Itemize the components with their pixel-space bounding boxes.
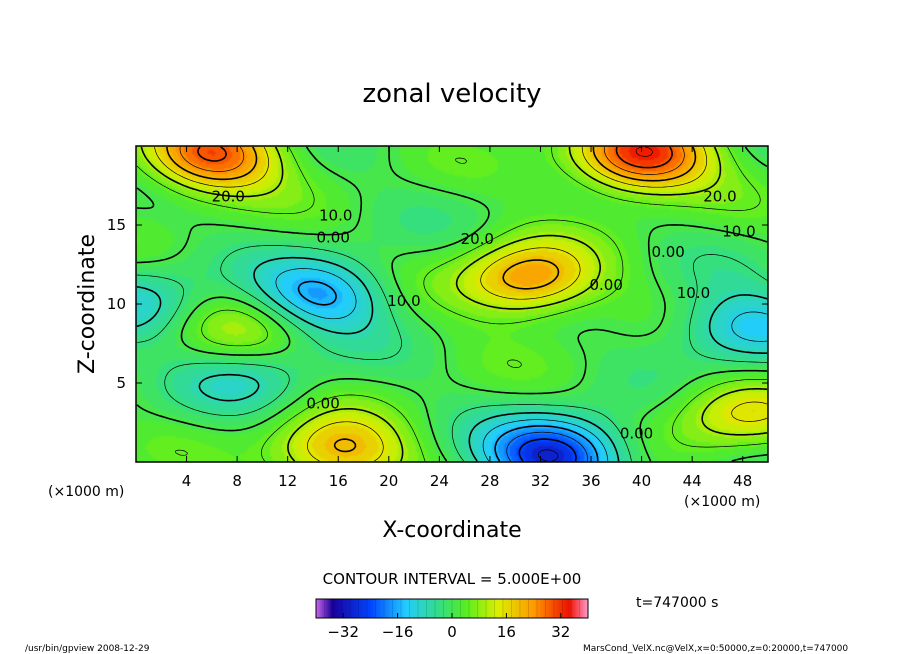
contour-label: 0.00 — [620, 425, 653, 443]
contour-label: 0.00 — [651, 243, 684, 261]
contour-line — [136, 245, 768, 462]
x-tick-label: 32 — [531, 472, 550, 490]
contour-label: 10.0 — [319, 207, 352, 225]
y-tick-label: 15 — [107, 216, 126, 234]
contour-line — [136, 256, 768, 462]
colorbar-tick-label: 0 — [447, 623, 457, 641]
chart-title: zonal velocity — [362, 79, 541, 109]
contour-line — [154, 146, 768, 462]
y-axis-label: Z-coordinate — [75, 234, 100, 374]
x-tick-label: 20 — [379, 472, 398, 490]
colorbar-tick-label: −32 — [327, 623, 359, 641]
colorbar-ticks: −32 −16 0 16 32 — [327, 613, 570, 641]
contour-line — [166, 146, 697, 453]
x-unit-left: (×1000 m) — [48, 484, 124, 500]
colorbar-tick-label: −16 — [382, 623, 414, 641]
time-label: t=747000 s — [636, 595, 718, 611]
x-tick-label: 24 — [430, 472, 449, 490]
x-tick-label: 36 — [581, 472, 600, 490]
x-unit-right: (×1000 m) — [684, 494, 760, 510]
contour-line — [275, 268, 768, 462]
contour-label: 20.0 — [703, 188, 736, 206]
contour-label: 20.0 — [461, 230, 494, 248]
velocity-field — [136, 146, 768, 462]
contour-label: 10.0 — [387, 292, 420, 310]
colorbar-tick-label: 16 — [497, 623, 516, 641]
footer-left: /usr/bin/gpview 2008-12-29 — [25, 644, 150, 654]
contour-line — [297, 280, 599, 462]
contour-lines — [136, 146, 768, 462]
colorbar: −32 −16 0 16 32 — [315, 598, 589, 641]
x-tick-label: 44 — [683, 472, 702, 490]
contour-line — [136, 146, 768, 462]
x-axis: 4 8 12 16 20 24 28 32 36 40 44 48 — [182, 146, 752, 490]
x-tick-label: 16 — [329, 472, 348, 490]
y-axis: 5 10 15 — [107, 216, 768, 392]
plot-area: 20.0 10.0 0.00 20.0 10.0 0.00 0.00 0.00 20.0 10.0… — [135, 145, 769, 463]
x-tick-label: 40 — [632, 472, 651, 490]
x-tick-label: 8 — [232, 472, 242, 490]
contour-labels: 20.0 10.0 0.00 20.0 10.0 0.00 0.00 0.00 20.0 10.0… — [212, 188, 756, 443]
contour-line — [136, 146, 768, 462]
contour-line — [140, 146, 768, 462]
colorbar-tick-label: 32 — [551, 623, 570, 641]
x-axis-label: X-coordinate — [382, 518, 521, 543]
contour-label: 20.0 — [212, 188, 245, 206]
contour-line — [506, 431, 588, 462]
x-tick-label: 12 — [278, 472, 297, 490]
y-tick-label: 5 — [116, 374, 126, 392]
contour-label: 0.00 — [590, 276, 623, 294]
contour-line — [197, 146, 673, 169]
contour-label: 10.0 — [722, 222, 755, 240]
contour-label: 10.0 — [677, 284, 710, 302]
contour-line — [518, 438, 577, 462]
colorbar-fill — [316, 599, 588, 618]
contour-label: 0.00 — [316, 229, 349, 247]
x-tick-label: 48 — [733, 472, 752, 490]
contour-label: 0.00 — [306, 395, 339, 413]
x-tick-label: 4 — [182, 472, 192, 490]
x-tick-label: 28 — [480, 472, 499, 490]
y-tick-label: 10 — [107, 295, 126, 313]
contour-interval-text: CONTOUR INTERVAL = 5.000E+00 — [323, 570, 582, 588]
contour-line — [635, 146, 653, 157]
contour-line — [179, 146, 685, 175]
footer-right: MarsCond_VelX.nc@VelX,x=0:50000,z=0:2000… — [583, 644, 848, 654]
